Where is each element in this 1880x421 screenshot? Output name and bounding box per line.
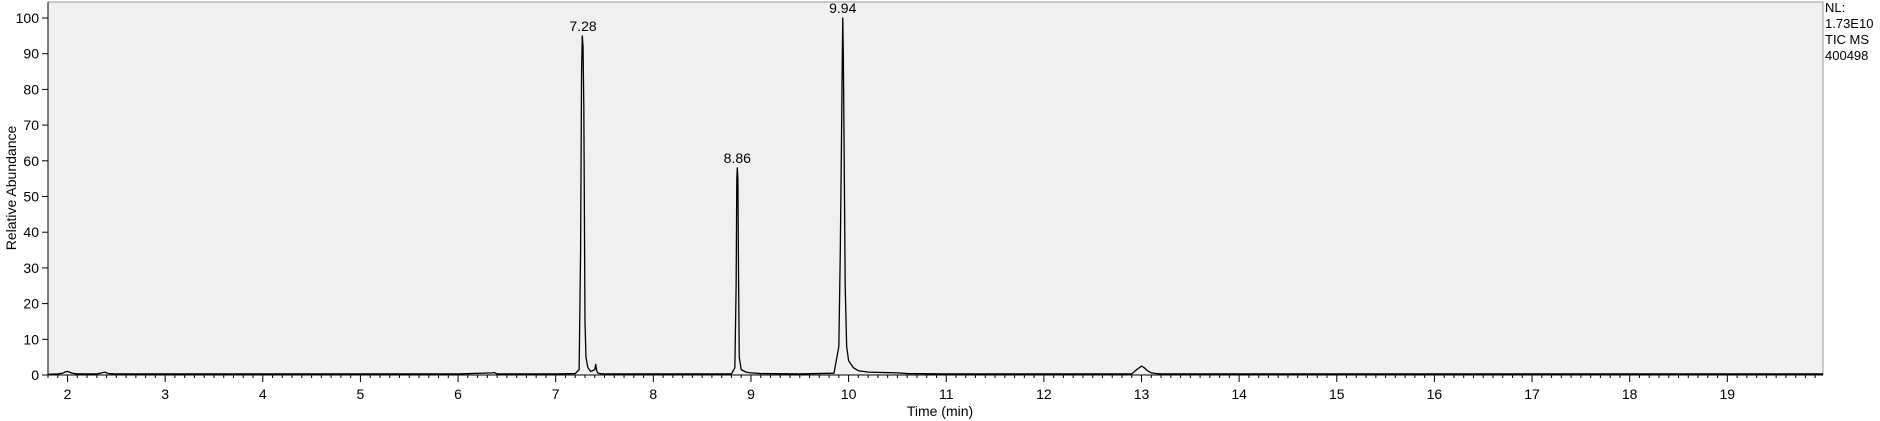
x-tick-label: 3 — [161, 386, 169, 402]
info-line: 400498 — [1825, 48, 1868, 63]
x-tick-label: 8 — [649, 386, 657, 402]
x-tick-label: 9 — [747, 386, 755, 402]
peak-labels: 7.28 8.86 9.94 — [569, 0, 856, 166]
y-tick-label: 10 — [23, 331, 39, 347]
x-tick-label: 16 — [1427, 386, 1443, 402]
x-tick-label: 17 — [1524, 386, 1540, 402]
x-tick-label: 12 — [1036, 386, 1052, 402]
y-tick-label: 50 — [23, 189, 39, 205]
y-tick-label: 0 — [31, 367, 39, 383]
y-tick-label: 70 — [23, 117, 39, 133]
y-axis-title: Relative Abundance — [3, 126, 19, 251]
y-tick-label: 60 — [23, 153, 39, 169]
tic-trace — [47, 17, 1823, 375]
y-tick-label: 30 — [23, 260, 39, 276]
x-tick-label: 11 — [939, 386, 954, 402]
x-tick-label: 2 — [64, 386, 72, 402]
y-tick-label: 40 — [23, 224, 39, 240]
x-tick-label: 15 — [1329, 386, 1345, 402]
x-tick-label: 5 — [357, 386, 365, 402]
peak-label: 8.86 — [724, 150, 751, 166]
x-axis: 2 3 4 5 6 7 8 9 10 11 12 13 14 15 16 17 18 19 — [47, 374, 1823, 402]
x-tick-label: 18 — [1622, 386, 1638, 402]
peak-label: 7.28 — [569, 18, 596, 34]
x-tick-label: 14 — [1231, 386, 1247, 402]
x-tick-label: 19 — [1720, 386, 1736, 402]
y-tick-label: 100 — [16, 10, 40, 26]
info-line: 1.73E10 — [1825, 16, 1873, 31]
y-tick-label: 80 — [23, 81, 39, 97]
plot-area — [47, 1, 1824, 376]
y-axis: 0 10 20 30 40 50 60 70 80 90 100 — [16, 2, 49, 383]
y-tick-label: 20 — [23, 296, 39, 312]
x-tick-label: 13 — [1134, 386, 1150, 402]
x-axis-title: Time (min) — [907, 403, 973, 419]
peak-label: 9.94 — [829, 0, 856, 16]
x-tick-label: 4 — [259, 386, 267, 402]
y-tick-label: 90 — [23, 46, 39, 62]
x-tick-label: 10 — [841, 386, 857, 402]
x-tick-label: 7 — [552, 386, 560, 402]
x-tick-label: 6 — [454, 386, 462, 402]
info-line: TIC MS — [1825, 32, 1869, 47]
info-line: NL: — [1825, 0, 1845, 15]
